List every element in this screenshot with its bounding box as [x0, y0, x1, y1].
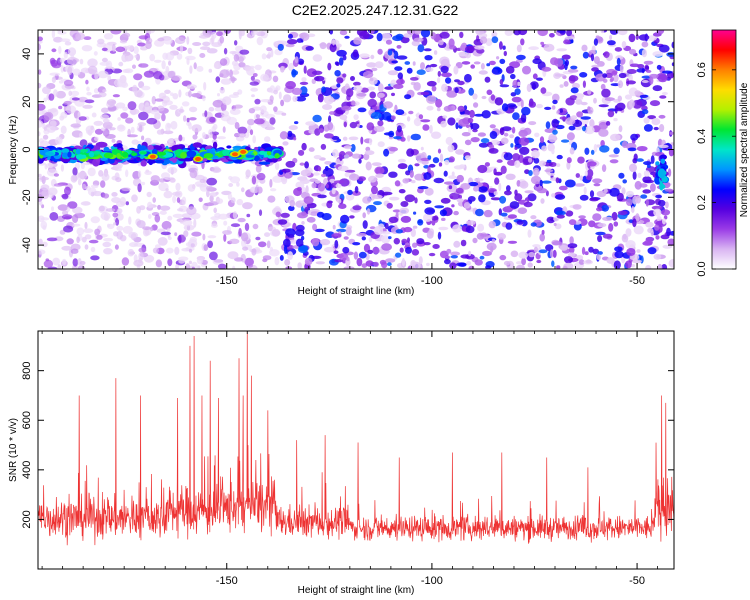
snr-panel: -150 -100 -50 200 400 600 800 Height of strai… [8, 330, 675, 596]
figure-title: C2E2.2025.247.12.31.G22 [291, 2, 459, 18]
spectrogram-x-tick-label: -100 [421, 275, 443, 287]
snr-x-tick-label: -100 [421, 575, 443, 587]
snr-y-tick-label: 800 [21, 361, 33, 379]
spectrogram-y-tick-label: 20 [21, 96, 33, 108]
snr-y-label: SNR (10 * v/v) [8, 418, 19, 482]
spectrogram-x-tick-label: -150 [216, 275, 238, 287]
snr-x-label: Height of straight line (km) [298, 585, 415, 596]
colorbar-ticks: 0.0 0.2 0.4 0.6 [696, 62, 736, 277]
colorbar-tick-label: 0.6 [696, 62, 708, 77]
snr-y-tick-label: 400 [21, 461, 33, 479]
colorbar-tick-label: 0.2 [696, 195, 708, 210]
spectrogram-heatmap [38, 30, 674, 269]
spectrogram-y-tick-label: -20 [21, 189, 33, 205]
colorbar-tick-label: 0.0 [696, 261, 708, 276]
snr-y-tick-label: 200 [21, 510, 33, 528]
spectrogram-x-label: Height of straight line (km) [298, 286, 415, 297]
colorbar-label: Normalized spectral amplitude [739, 82, 750, 217]
snr-frame [37, 330, 675, 570]
snr-x-tick-label: -150 [216, 575, 238, 587]
spectrogram-y-tick-label: 0 [21, 146, 33, 152]
colorbar-gradient [711, 29, 737, 270]
colorbar: 0.0 0.2 0.4 0.6 Normalized spectral amplitu… [696, 29, 750, 277]
spectrogram-x-tick-label: -50 [629, 275, 645, 287]
spectrogram-y-axis: -40 -20 0 20 40 [21, 48, 674, 253]
snr-y-tick-label: 600 [21, 411, 33, 429]
spectrogram-x-axis: -150 -100 -50 [41, 30, 658, 287]
spectrogram-y-tick-label: -40 [21, 237, 33, 253]
snr-x-tick-label: -50 [629, 575, 645, 587]
spectrogram-y-tick-label: 40 [21, 48, 33, 60]
spectrogram-panel: -150 -100 -50 -40 -20 0 20 40 Height of straig… [8, 29, 675, 297]
spectrogram-y-label: Frequency (Hz) [8, 116, 19, 185]
colorbar-tick-label: 0.4 [696, 129, 708, 144]
snr-series-line [38, 331, 674, 546]
snr-y-axis: 200 400 600 800 [21, 361, 674, 529]
snr-x-axis: -150 -100 -50 [41, 331, 658, 587]
